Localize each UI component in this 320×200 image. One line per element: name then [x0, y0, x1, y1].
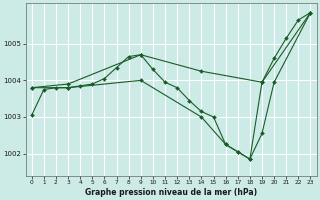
X-axis label: Graphe pression niveau de la mer (hPa): Graphe pression niveau de la mer (hPa): [85, 188, 257, 197]
